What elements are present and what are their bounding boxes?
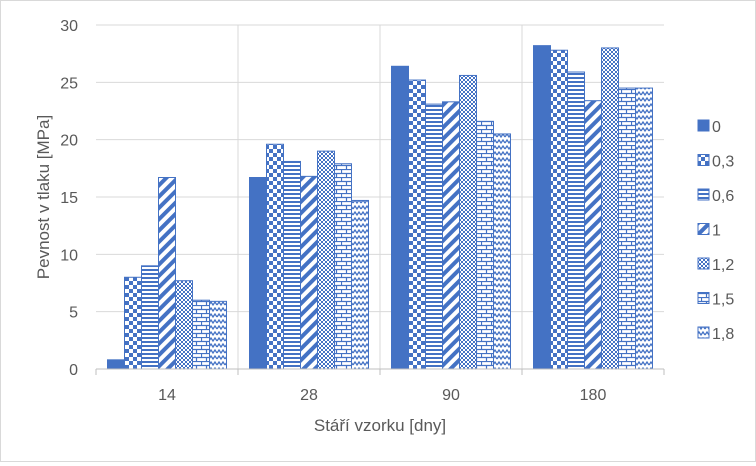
bar-0-3-28 bbox=[266, 143, 284, 370]
bar-1-28 bbox=[300, 175, 318, 370]
bar-0-6-28 bbox=[283, 160, 301, 370]
bar-1-8-14 bbox=[209, 300, 227, 370]
legend-swatch bbox=[697, 257, 710, 270]
x-tick-label: 28 bbox=[300, 387, 318, 404]
legend-swatch bbox=[697, 188, 710, 201]
legend-label: 1 bbox=[712, 223, 721, 240]
bar-1-8-180 bbox=[635, 87, 653, 370]
bar-0-180 bbox=[533, 45, 551, 370]
y-tick-label: 5 bbox=[69, 305, 78, 322]
legend-label: 0,3 bbox=[712, 154, 734, 171]
bar-0-6-180 bbox=[567, 71, 585, 370]
bar-1-180 bbox=[584, 100, 602, 370]
x-tick-label: 14 bbox=[158, 387, 176, 404]
legend-label: 1,5 bbox=[712, 292, 734, 309]
bar-1-2-90 bbox=[459, 74, 477, 370]
bar-1-14 bbox=[158, 177, 176, 370]
legend-swatch bbox=[697, 223, 710, 235]
x-tick-label: 90 bbox=[442, 387, 460, 404]
bar-1-2-14 bbox=[175, 280, 193, 370]
y-axis-title: Pevnost v tlaku [MPa] bbox=[34, 115, 53, 279]
bar-1-2-28 bbox=[317, 150, 335, 370]
bar-0-3-90 bbox=[408, 79, 426, 370]
bar-0-90 bbox=[391, 65, 409, 370]
bar-1-5-14 bbox=[192, 299, 210, 370]
bar-0-6-90 bbox=[425, 103, 443, 370]
bar-1-5-28 bbox=[334, 163, 352, 370]
legend-label: 1,8 bbox=[712, 326, 734, 343]
y-tick-label: 15 bbox=[60, 190, 78, 207]
legend-swatch bbox=[697, 292, 710, 304]
bar-1-5-90 bbox=[476, 120, 494, 370]
bar-1-5-180 bbox=[618, 87, 636, 370]
legend-swatch bbox=[697, 119, 710, 132]
x-axis-title: Stáří vzorku [dny] bbox=[314, 416, 446, 435]
y-tick-label: 30 bbox=[60, 18, 78, 35]
bars bbox=[107, 45, 653, 370]
bar-1-8-90 bbox=[493, 133, 511, 370]
y-tick-label: 20 bbox=[60, 133, 78, 150]
legend-label: 0 bbox=[712, 119, 721, 136]
legend-swatch bbox=[697, 154, 710, 166]
legend-swatch bbox=[697, 326, 710, 339]
y-tick-label: 10 bbox=[60, 247, 78, 264]
gridlines bbox=[96, 24, 664, 369]
y-tick-label: 25 bbox=[60, 75, 78, 92]
bar-0-14 bbox=[107, 359, 125, 370]
y-tick-label: 0 bbox=[69, 362, 78, 379]
bar-1-90 bbox=[442, 101, 460, 370]
legend: 0 0,3 0,6 1 1,2 1,5 1,8 bbox=[697, 119, 734, 343]
bar-1-8-28 bbox=[351, 199, 369, 370]
bar-0-6-14 bbox=[141, 265, 159, 370]
legend-label: 1,2 bbox=[712, 257, 734, 274]
x-tick-label: 180 bbox=[580, 387, 607, 404]
legend-label: 0,6 bbox=[712, 188, 734, 205]
bar-0-3-14 bbox=[124, 276, 142, 370]
axes: 0 5 10 15 20 25 30 14 28 90 180 bbox=[60, 18, 665, 404]
bar-0-28 bbox=[249, 177, 267, 370]
bar-1-2-180 bbox=[601, 47, 619, 370]
bar-0-3-180 bbox=[550, 49, 568, 370]
